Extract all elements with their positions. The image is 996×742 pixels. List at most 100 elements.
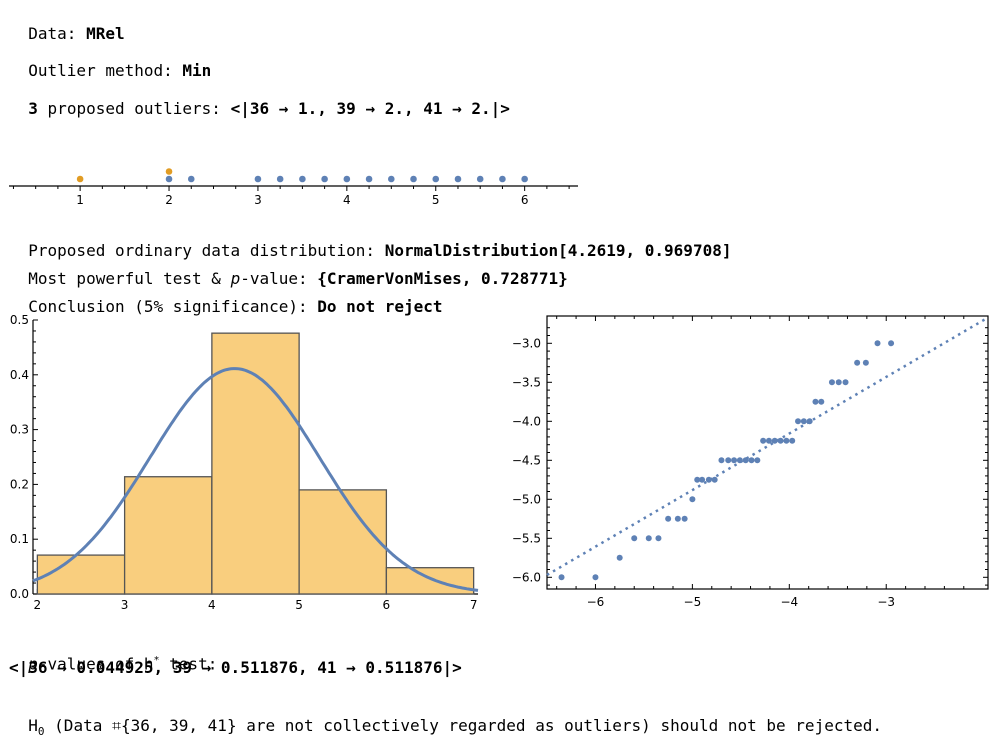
conclusion-line: Conclusion (5% significance): Do not rej…	[9, 277, 443, 317]
number-line-tick-label: 5	[432, 193, 440, 207]
histogram-bar	[123, 476, 213, 595]
histogram-x-tick-label: 3	[121, 598, 129, 612]
histogram-x-tick-label: 2	[34, 598, 42, 612]
number-line-tick-label: 3	[254, 193, 262, 207]
ordinary-point	[454, 175, 462, 183]
quantile-y-tick-label: −6.0	[512, 570, 541, 584]
quantile-x-tick-label: −6	[587, 595, 605, 609]
h0-sub: 0	[37, 725, 45, 739]
ordinary-point	[432, 175, 440, 183]
histogram-y-tick-label: 0.2	[10, 477, 29, 491]
quantile-point	[681, 515, 688, 522]
outlier-point	[76, 175, 84, 183]
distribution-label: Proposed ordinary data distribution:	[28, 241, 376, 260]
outliers-line: 3 proposed outliers: <|36 → 1., 39 → 2.,…	[9, 79, 510, 119]
quantile-plot-border	[546, 315, 989, 590]
quantile-point	[783, 437, 790, 444]
histogram-y-tick-label: 0.4	[10, 368, 29, 382]
conclusion-colon: :	[298, 297, 308, 316]
quantile-point	[835, 379, 842, 386]
quantile-point	[694, 476, 701, 483]
quantile-point	[645, 535, 652, 542]
pvalues-tail: test:	[159, 654, 218, 674]
quantile-y-tick-label: −5.0	[512, 492, 541, 506]
histogram-y-tick-label: 0.3	[10, 423, 29, 437]
number-line-tick-label: 4	[343, 193, 351, 207]
number-line-tick-label: 2	[165, 193, 173, 207]
ordinary-point	[187, 175, 195, 183]
histogram-bar	[36, 554, 126, 595]
pvalues-association: <|36 → 0.044925, 39 → 0.511876, 41 → 0.5…	[9, 658, 462, 677]
quantile-y-tick-label: −4.0	[512, 414, 541, 428]
outlier-count-text: proposed outliers:	[47, 99, 221, 118]
pvalues-star: *	[153, 655, 160, 666]
quantile-point	[665, 515, 672, 522]
ordinary-point	[476, 175, 484, 183]
quantile-plot-frame: −6 −5 −4 −3 −6.0 −5.5 −5.0 −4.5 −4.0 −3.5 −3.0	[512, 315, 989, 609]
quantile-point	[718, 457, 725, 464]
quantile-x-tick-label: −5	[684, 595, 702, 609]
data-line: Data: MRel	[9, 4, 124, 44]
number-line-tick-label: 1	[76, 193, 84, 207]
quantile-point	[705, 476, 712, 483]
quantile-point	[771, 437, 778, 444]
quantile-point	[795, 418, 802, 425]
quantile-x-tick-label: −4	[780, 595, 798, 609]
quantile-point	[742, 457, 749, 464]
h0-paren: (Data ⌗{36, 39, 41} are not collectively…	[54, 716, 651, 735]
test-line: Most powerful test & p-value: {CramerVon…	[9, 249, 568, 289]
ordinary-point	[165, 175, 173, 183]
ordinary-point	[343, 175, 351, 183]
test-value: {CramerVonMises, 0.728771}	[317, 269, 568, 288]
test-label-post: -value:	[240, 269, 308, 288]
number-line-tick-label: 6	[521, 193, 529, 207]
quantile-y-tick-label: −4.5	[512, 453, 541, 467]
ordinary-point	[410, 175, 417, 183]
histogram-y-tick-label: 0.1	[10, 532, 29, 546]
quantile-point	[842, 379, 849, 386]
quantile-point	[631, 535, 638, 542]
pvalues-p: p	[28, 654, 38, 674]
conclusion-label: Conclusion	[28, 297, 125, 316]
number-line-plot: 1 2 3 4 5 6	[9, 168, 578, 207]
quantile-point	[592, 574, 599, 581]
ordinary-point	[499, 175, 506, 183]
quantile-point	[854, 359, 861, 366]
quantile-point	[558, 574, 565, 581]
data-label: Data:	[28, 24, 77, 43]
quantile-point	[862, 359, 869, 366]
histogram-y-tick-label: 0.0	[10, 587, 29, 601]
quantile-point	[818, 398, 825, 405]
quantile-point	[725, 457, 732, 464]
histogram-bars	[36, 332, 475, 595]
histogram-x-tick-label: 6	[383, 598, 391, 612]
method-label: Outlier method:	[28, 61, 173, 80]
quantile-point	[731, 457, 738, 464]
pvalues-label: -values of h	[37, 654, 154, 674]
ordinary-point	[254, 175, 262, 183]
method-value: Min	[182, 61, 212, 80]
quantile-points	[558, 340, 895, 581]
quantile-point	[765, 437, 772, 444]
quantile-point	[828, 379, 835, 386]
quantile-point	[689, 496, 696, 503]
histogram-y-tick-label: 0.5	[10, 313, 29, 327]
quantile-point	[748, 457, 755, 464]
quantile-point	[655, 535, 662, 542]
number-line-points	[76, 168, 528, 183]
quantile-y-tick-label: −3.0	[512, 336, 541, 350]
quantile-point	[736, 457, 743, 464]
h0-tail: should not be rejected.	[660, 716, 882, 735]
pdf-curve	[32, 367, 479, 592]
quantile-point	[812, 398, 819, 405]
ordinary-point	[387, 175, 395, 183]
outlier-count: 3	[28, 99, 38, 118]
pvalues-line: p-values of h* test:	[9, 631, 217, 674]
quantile-point	[754, 457, 761, 464]
conclusion-value: Do not reject	[317, 297, 443, 316]
quantile-y-tick-label: −5.5	[512, 531, 541, 545]
ordinary-point	[365, 175, 373, 183]
reference-line	[546, 316, 989, 577]
quantile-point	[777, 437, 784, 444]
outlier-association: <|36 → 1., 39 → 2., 41 → 2.|>	[230, 99, 510, 118]
